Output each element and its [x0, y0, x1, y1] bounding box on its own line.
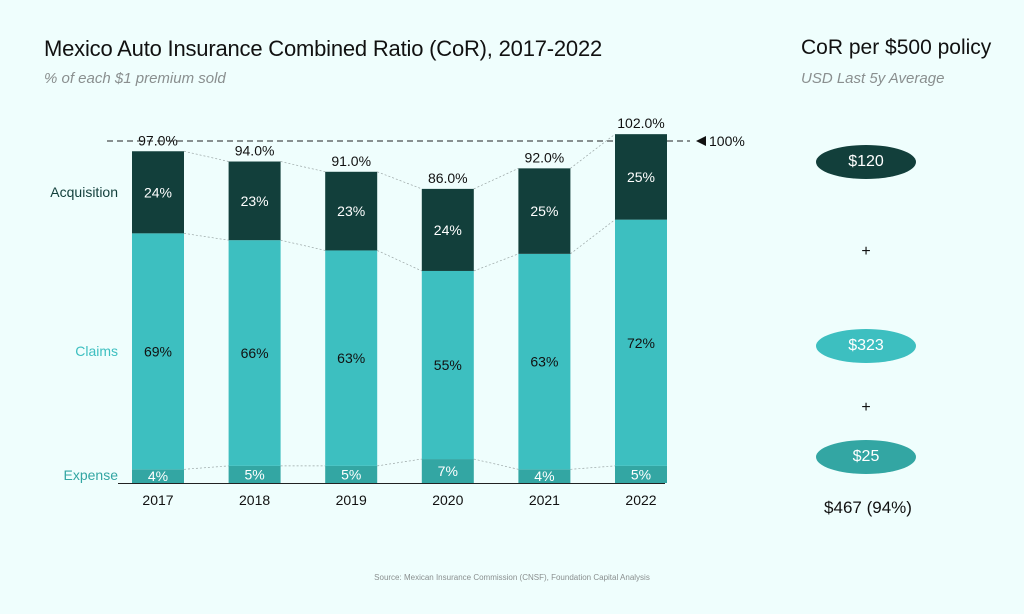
- x-tick-label: 2021: [529, 492, 560, 508]
- reference-label: 100%: [709, 133, 745, 149]
- connector-line: [183, 465, 229, 470]
- connector-line: [570, 133, 616, 169]
- connector-line: [183, 150, 229, 162]
- legend-expense: Expense: [64, 467, 119, 483]
- claims-cost-pill: $323: [816, 329, 916, 363]
- connector-line: [280, 239, 326, 251]
- connector-line: [473, 458, 519, 470]
- segment-label-expense: 4%: [148, 468, 168, 484]
- total-label: 91.0%: [331, 153, 371, 169]
- x-tick-label: 2017: [142, 492, 173, 508]
- plus-sign: +: [861, 399, 871, 416]
- bar-segment-acquisition: [228, 161, 281, 241]
- side-title: CoR per $500 policy: [801, 36, 992, 59]
- total-label: 97.0%: [138, 132, 178, 148]
- segment-label-acquisition: 23%: [241, 193, 269, 209]
- bar-segment-claims: [325, 250, 378, 466]
- bar-segment-expense: [325, 465, 378, 483]
- segment-label-claims: 66%: [241, 345, 269, 361]
- segment-label-claims: 72%: [627, 335, 655, 351]
- bar-segment-acquisition: [325, 171, 378, 251]
- total-label: 86.0%: [428, 170, 468, 186]
- side-subtitle: USD Last 5y Average: [801, 70, 945, 87]
- segment-label-claims: 69%: [144, 343, 172, 359]
- segment-label-acquisition: 23%: [337, 203, 365, 219]
- x-tick-label: 2020: [432, 492, 463, 508]
- bar-segment-expense: [518, 469, 571, 483]
- bar-segment-acquisition: [132, 151, 184, 234]
- bar-segment-claims: [421, 270, 474, 460]
- segment-label-claims: 55%: [434, 357, 462, 373]
- segment-label-claims: 63%: [530, 354, 558, 370]
- bar-segment-expense: [421, 459, 474, 483]
- legend-claims: Claims: [75, 343, 118, 359]
- connector-line: [570, 219, 616, 255]
- segment-label-claims: 63%: [337, 350, 365, 366]
- plus-sign: +: [861, 243, 871, 260]
- segment-label-acquisition: 25%: [530, 203, 558, 219]
- x-tick-label: 2018: [239, 492, 270, 508]
- bar-segment-acquisition: [421, 188, 474, 271]
- segment-label-acquisition: 24%: [434, 222, 462, 238]
- connector-line: [570, 465, 616, 470]
- connector-line: [377, 458, 422, 467]
- connector-line: [183, 232, 229, 241]
- bar-segment-claims: [518, 253, 571, 470]
- bar-segment-acquisition: [615, 134, 667, 220]
- segment-label-expense: 5%: [244, 466, 264, 482]
- expense-cost-pill: $25: [816, 440, 916, 474]
- bar-segment-expense: [615, 465, 667, 483]
- acquisition-cost-pill: $120: [816, 145, 916, 179]
- connector-line: [473, 253, 519, 272]
- bar-segment-claims: [228, 240, 281, 466]
- x-tick-label: 2022: [625, 492, 656, 508]
- segment-label-acquisition: 24%: [144, 184, 172, 200]
- segment-label-acquisition: 25%: [627, 169, 655, 185]
- bar-segment-acquisition: [518, 168, 571, 254]
- total-cost: $467 (94%): [824, 498, 912, 517]
- legend-acquisition: Acquisition: [50, 184, 118, 200]
- bar-segment-expense: [132, 469, 184, 483]
- reference-arrow: [696, 136, 706, 146]
- total-label: 94.0%: [235, 143, 275, 159]
- bar-segment-expense: [228, 465, 281, 483]
- total-label: 92.0%: [525, 149, 565, 165]
- chart-subtitle: % of each $1 premium sold: [44, 70, 226, 87]
- chart-title: Mexico Auto Insurance Combined Ratio (Co…: [44, 36, 603, 61]
- segment-label-expense: 4%: [534, 468, 554, 484]
- x-tick-label: 2019: [336, 492, 367, 508]
- bar-segment-claims: [615, 219, 667, 466]
- segment-label-expense: 5%: [341, 466, 361, 482]
- bar-segment-claims: [132, 233, 184, 470]
- source-note: Source: Mexican Insurance Commission (CN…: [374, 573, 650, 582]
- segment-label-expense: 7%: [438, 463, 458, 479]
- connector-line: [280, 161, 326, 173]
- segment-label-expense: 5%: [631, 466, 651, 482]
- connector-line: [473, 168, 519, 190]
- connector-line: [377, 250, 422, 272]
- connector-line: [377, 171, 422, 190]
- total-label: 102.0%: [617, 115, 664, 131]
